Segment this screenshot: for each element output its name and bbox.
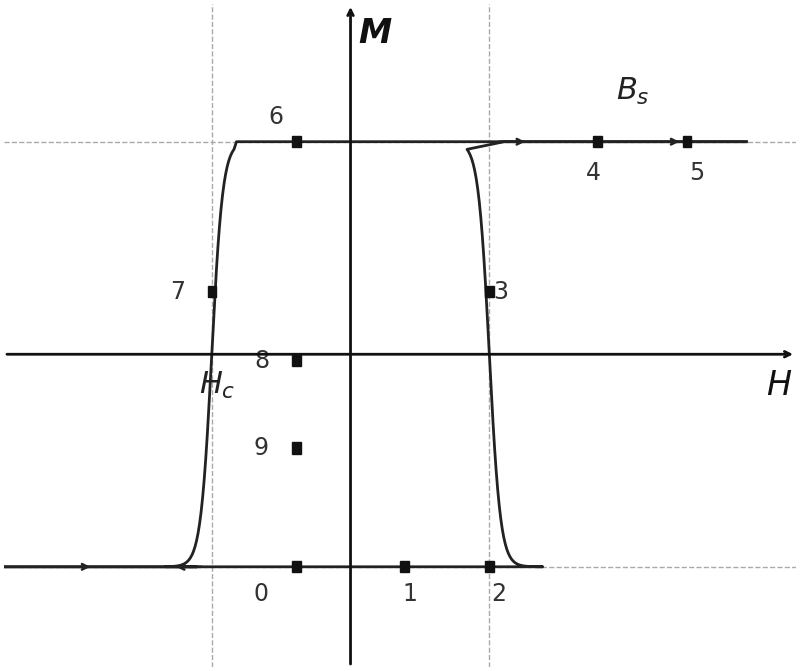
Bar	[594, 136, 602, 148]
Text: 9: 9	[254, 436, 269, 460]
Text: $H_c$: $H_c$	[198, 370, 235, 401]
Text: 0: 0	[254, 582, 269, 607]
Bar	[682, 136, 691, 148]
Bar	[485, 286, 494, 297]
Text: 6: 6	[269, 105, 284, 129]
Bar	[207, 286, 217, 297]
Text: 3: 3	[494, 280, 509, 304]
Bar	[292, 442, 301, 454]
Text: 8: 8	[254, 348, 269, 372]
Bar	[292, 355, 301, 366]
Text: 5: 5	[690, 161, 705, 185]
Bar	[292, 561, 301, 572]
Text: 4: 4	[586, 161, 601, 185]
Bar	[401, 561, 410, 572]
Bar	[292, 136, 301, 148]
Text: M: M	[358, 17, 392, 50]
Text: $B_s$: $B_s$	[616, 76, 650, 107]
Text: 1: 1	[402, 582, 418, 607]
Text: H: H	[766, 369, 791, 402]
Bar	[485, 561, 494, 572]
Text: 2: 2	[491, 582, 506, 607]
Text: 7: 7	[170, 280, 185, 304]
